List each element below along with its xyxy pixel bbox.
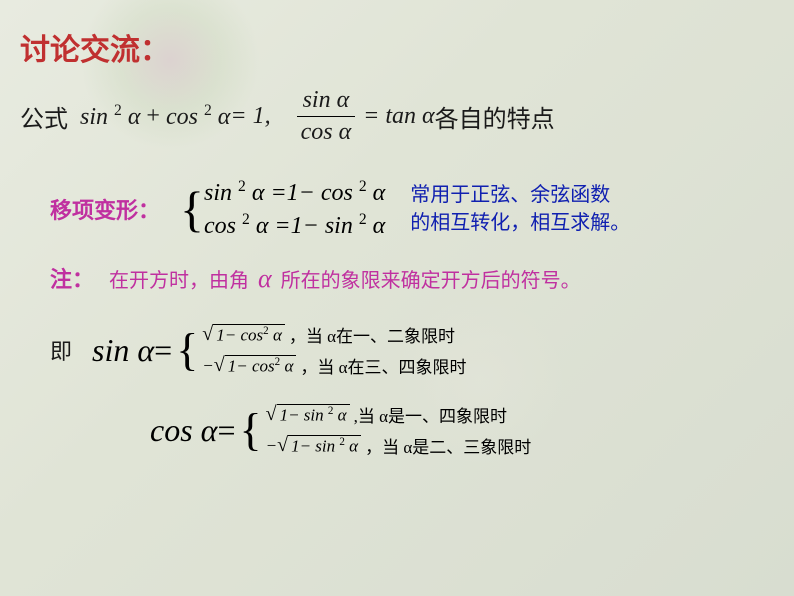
tan-fraction: sin α cos α [295,87,358,146]
result-label: 即 [50,334,72,366]
slide-title: 讨论交流： [20,25,774,69]
cos-alpha: cos α [150,412,217,449]
formula-suffix: 各自的特点 [435,99,555,134]
eq-sign: = [154,332,172,369]
sin-result-row: 即 sin α = { √1− cos2 α ，当 α在一、二象限时 − √1−… [50,319,774,381]
note-text: 在开方时，由角 α 所在的象限来确定开方后的符号。 [109,264,581,294]
transform-row: 移项变形： { sin 2 α =1− cos 2 α cos 2 α =1− … [50,176,774,242]
transform-note: 常用于正弦、余弦函数 的相互转化，相互求解。 [410,181,630,237]
main-formula: 公式 sin 2 α + cos 2 α = 1, sin α cos α = … [20,87,774,146]
cos-result-row: cos α = { √1− sin 2 α ,当 α是一、四象限时 − √1− … [150,399,774,461]
sin-alpha: sin α [92,332,154,369]
sin-term: sin 2 α [80,102,140,131]
transform-label: 移项变形： [50,193,160,225]
brace-icon: { [176,332,198,369]
note-label: 注： [50,262,94,294]
cos-case1: √1− sin 2 α ,当 α是一、四象限时 [266,399,532,430]
sin-case1: √1− cos2 α ，当 α在一、二象限时 [202,319,466,350]
formula-prefix: 公式 [20,99,68,134]
note-row: 注： 在开方时，由角 α 所在的象限来确定开方后的符号。 [50,262,774,294]
left-brace-icon: { [180,189,204,229]
eq-sign2: = [217,412,235,449]
brace-icon2: { [240,412,262,449]
eq-tan: = tan α [363,103,434,130]
cos-case2: − √1− sin 2 α ，当 α是二、三象限时 [266,430,532,461]
transform-line2: cos 2 α =1− sin 2 α [204,209,385,242]
sin-case2: − √1− cos2 α ，当 α在三、四象限时 [202,350,466,381]
eq-one: = 1, [230,103,270,130]
transform-line1: sin 2 α =1− cos 2 α [204,176,385,209]
cos-term: cos 2 α [166,102,230,131]
